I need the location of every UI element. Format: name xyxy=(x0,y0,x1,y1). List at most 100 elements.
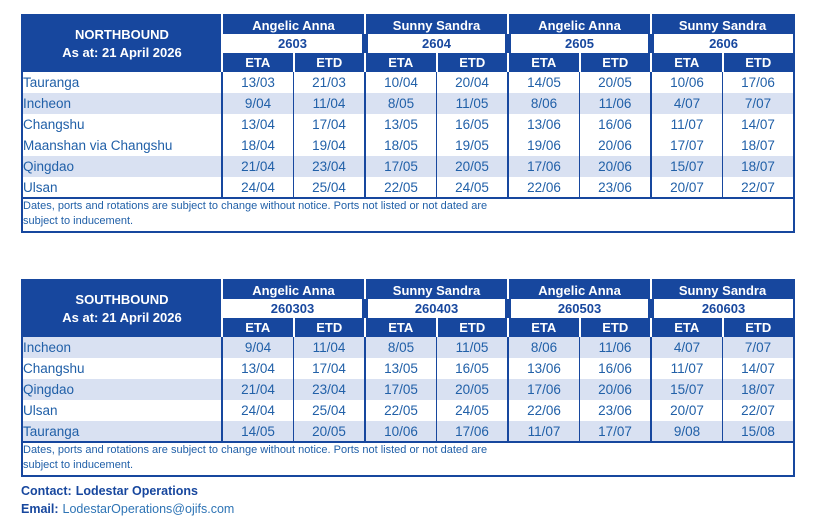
schedule-date-cell: 17/07 xyxy=(650,135,723,156)
schedule-date-cell: 8/06 xyxy=(507,337,580,358)
schedule-date-cell: 22/06 xyxy=(507,400,580,421)
disclaimer-note: Dates, ports and rotations are subject t… xyxy=(22,441,795,476)
vessel-name-cell: Sunny Sandra xyxy=(650,280,795,299)
schedule-date-cell: 21/04 xyxy=(221,156,294,177)
port-name-cell: Qingdao xyxy=(22,156,222,177)
schedule-date-cell: 19/06 xyxy=(507,135,580,156)
schedule-date-cell: 14/05 xyxy=(507,72,580,93)
schedule-date-cell: 20/07 xyxy=(650,400,723,421)
vessel-name-cell: Sunny Sandra xyxy=(363,15,509,34)
schedule-date-cell: 22/05 xyxy=(364,400,437,421)
vessel-name-cell: Angelic Anna xyxy=(507,15,652,34)
southbound-vessel-row: SOUTHBOUND As at: 21 April 2026 Angelic An… xyxy=(22,280,795,337)
schedule-date-cell: 20/06 xyxy=(579,156,652,177)
voyage-number-cell: 260603 xyxy=(648,299,795,318)
schedule-date-cell: 17/04 xyxy=(293,114,365,135)
northbound-title-cell: NORTHBOUND As at: 21 April 2026 xyxy=(22,15,223,72)
schedule-date-cell: 21/03 xyxy=(293,72,365,93)
schedule-date-cell: 17/06 xyxy=(436,421,509,442)
southbound-voyage-row: 260303 260403 260503 260603 xyxy=(22,299,795,318)
schedule-date-cell: 24/04 xyxy=(221,400,294,421)
port-schedule-row: Tauranga 14/05 20/05 10/06 17/06 11/07 17/07 9/… xyxy=(22,421,795,442)
table-spacer xyxy=(0,233,814,279)
vessel-name-cell: Angelic Anna xyxy=(221,280,365,299)
schedule-date-cell: 20/06 xyxy=(579,379,652,400)
schedule-date-cell: 11/05 xyxy=(436,337,509,358)
schedule-date-cell: 15/07 xyxy=(650,156,723,177)
schedule-date-cell: 17/05 xyxy=(364,379,437,400)
etd-header-cell: ETD xyxy=(435,53,509,72)
port-schedule-row: Ulsan 24/04 25/04 22/05 24/05 22/06 23/06 20/07… xyxy=(22,400,795,421)
schedule-date-cell: 18/07 xyxy=(722,379,795,400)
schedule-date-cell: 25/04 xyxy=(293,400,365,421)
schedule-date-cell: 17/05 xyxy=(364,156,437,177)
southbound-title-cell: SOUTHBOUND As at: 21 April 2026 xyxy=(22,280,223,337)
vessel-name-cell: Angelic Anna xyxy=(507,280,652,299)
schedule-date-cell: 23/04 xyxy=(293,156,365,177)
schedule-date-cell: 17/04 xyxy=(293,358,365,379)
port-name-cell: Tauranga xyxy=(22,421,222,442)
schedule-date-cell: 17/07 xyxy=(579,421,652,442)
schedule-date-cell: 16/05 xyxy=(436,358,509,379)
schedule-date-cell: 21/04 xyxy=(221,379,294,400)
schedule-date-cell: 15/07 xyxy=(650,379,723,400)
schedule-date-cell: 9/04 xyxy=(221,337,294,358)
schedule-date-cell: 10/04 xyxy=(364,72,437,93)
port-schedule-row: Changshu 13/04 17/04 13/05 16/05 13/06 16/06 11… xyxy=(22,114,795,135)
schedule-date-cell: 8/06 xyxy=(507,93,580,114)
schedule-date-cell: 24/04 xyxy=(221,177,294,198)
schedule-date-cell: 24/05 xyxy=(436,177,509,198)
email-link[interactable]: LodestarOperations@ojifs.com xyxy=(62,502,235,516)
eta-header-cell: ETA xyxy=(221,318,294,337)
schedule-date-cell: 11/06 xyxy=(579,337,652,358)
schedule-date-cell: 15/08 xyxy=(722,421,795,442)
schedule-date-cell: 11/07 xyxy=(650,114,723,135)
schedule-date-cell: 20/05 xyxy=(436,156,509,177)
eta-header-cell: ETA xyxy=(507,53,580,72)
schedule-date-cell: 11/06 xyxy=(579,93,652,114)
disclaimer-line: subject to inducement. xyxy=(23,459,134,471)
eta-header-cell: ETA xyxy=(507,318,580,337)
schedule-date-cell: 18/05 xyxy=(364,135,437,156)
vessel-name-cell: Angelic Anna xyxy=(221,15,365,34)
etd-header-cell: ETD xyxy=(435,318,509,337)
southbound-eta-etd-row: ETA ETD ETA ETD ETA ETD ETA ETD xyxy=(22,318,795,337)
port-name-cell: Incheon xyxy=(22,93,222,114)
northbound-voyage-row: 2603 2604 2605 2606 xyxy=(22,34,795,53)
northbound-as-at-date: As at: 21 April 2026 xyxy=(62,45,182,60)
schedule-date-cell: 19/04 xyxy=(293,135,365,156)
etd-header-cell: ETD xyxy=(578,53,652,72)
vessel-name-cell: Sunny Sandra xyxy=(650,15,795,34)
schedule-date-cell: 4/07 xyxy=(650,93,723,114)
schedule-date-cell: 22/05 xyxy=(364,177,437,198)
voyage-number-cell: 2604 xyxy=(361,34,509,53)
schedule-date-cell: 14/07 xyxy=(722,358,795,379)
schedule-date-cell: 7/07 xyxy=(722,93,795,114)
schedule-date-cell: 11/04 xyxy=(293,337,365,358)
port-name-cell: Qingdao xyxy=(22,379,222,400)
northbound-vessel-row: NORTHBOUND As at: 21 April 2026 Angelic An… xyxy=(22,15,795,72)
port-name-cell: Changshu xyxy=(22,358,222,379)
disclaimer-note: Dates, ports and rotations are subject t… xyxy=(22,197,795,232)
schedule-date-cell: 9/08 xyxy=(650,421,723,442)
disclaimer-line: subject to inducement. xyxy=(23,215,134,227)
schedule-date-cell: 11/07 xyxy=(650,358,723,379)
schedule-date-cell: 7/07 xyxy=(722,337,795,358)
schedule-date-cell: 23/04 xyxy=(293,379,365,400)
schedule-date-cell: 22/07 xyxy=(722,177,795,198)
port-schedule-row: Incheon 9/04 11/04 8/05 11/05 8/06 11/06 4/07 7/… xyxy=(22,337,795,358)
schedule-date-cell: 8/05 xyxy=(364,337,437,358)
schedule-date-cell: 24/05 xyxy=(436,400,509,421)
schedule-date-cell: 17/06 xyxy=(722,72,795,93)
etd-header-cell: ETD xyxy=(578,318,652,337)
schedule-date-cell: 13/05 xyxy=(364,114,437,135)
eta-header-cell: ETA xyxy=(364,53,437,72)
schedule-date-cell: 13/06 xyxy=(507,114,580,135)
schedule-date-cell: 13/05 xyxy=(364,358,437,379)
voyage-number-cell: 260503 xyxy=(505,299,652,318)
etd-header-cell: ETD xyxy=(721,53,795,72)
schedule-date-cell: 16/06 xyxy=(579,358,652,379)
schedule-date-cell: 20/07 xyxy=(650,177,723,198)
footer-contact-block: Contact: Lodestar Operations Email: Lodest… xyxy=(21,482,814,518)
schedule-date-cell: 13/04 xyxy=(221,358,294,379)
